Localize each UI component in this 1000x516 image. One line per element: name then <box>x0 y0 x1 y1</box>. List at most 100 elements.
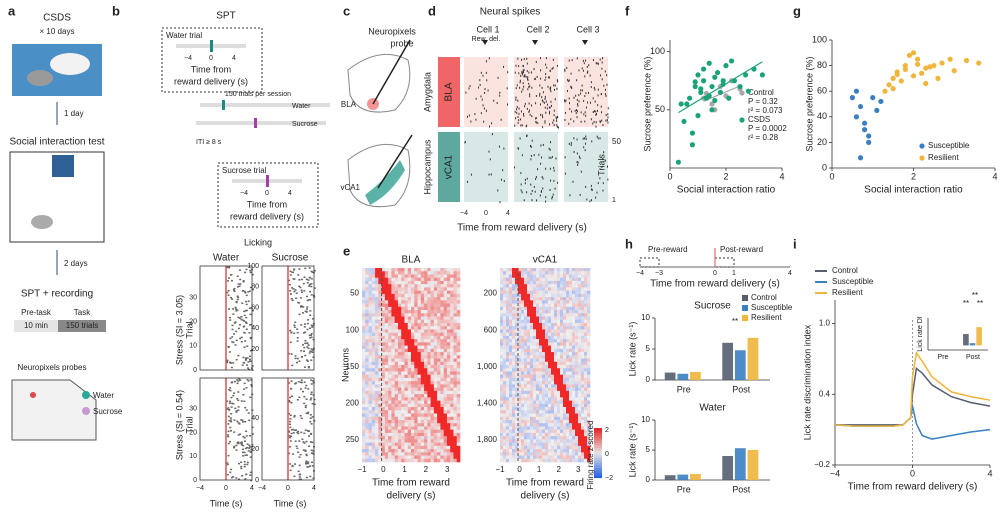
heat-cell <box>372 336 376 340</box>
heat-cell <box>578 397 581 401</box>
heat-cell <box>503 271 506 275</box>
heat-cell <box>521 443 524 447</box>
spike <box>483 121 484 123</box>
heat-cell <box>431 274 435 278</box>
heat-cell <box>362 349 366 353</box>
heat-cell <box>524 281 527 285</box>
point <box>690 142 695 147</box>
spike <box>517 106 518 108</box>
heat-cell <box>542 414 545 418</box>
heat-cell <box>434 300 438 304</box>
heat-cell <box>437 433 441 437</box>
spike <box>485 88 486 90</box>
heat-cell <box>421 355 425 359</box>
point <box>866 133 871 138</box>
heat-cell <box>509 359 512 363</box>
heat-cell <box>375 355 379 359</box>
heat-cell <box>391 407 395 411</box>
heat-cell <box>388 410 392 414</box>
lick-tick <box>302 391 304 393</box>
heat-cell <box>581 342 584 346</box>
spike <box>523 86 524 88</box>
heat-cell <box>560 284 563 288</box>
heat-cell <box>503 417 506 421</box>
heat-cell <box>557 355 560 359</box>
heat-cell <box>418 410 422 414</box>
heat-cell <box>575 329 578 333</box>
spike <box>525 103 526 105</box>
heat-cell <box>503 317 506 321</box>
water-spout <box>82 391 90 399</box>
lick-tick <box>310 334 312 336</box>
y-tick-label: 40 <box>817 111 827 121</box>
heat-cell <box>395 433 399 437</box>
lick-tick <box>299 476 301 478</box>
heat-cell <box>521 456 524 460</box>
label: 0 <box>209 55 213 62</box>
heat-cell <box>411 401 415 405</box>
heat-cell <box>444 287 448 291</box>
lick-tick <box>311 348 313 350</box>
heat-cell <box>395 391 399 395</box>
heat-cell <box>584 333 587 337</box>
heat-cell <box>500 326 503 330</box>
spike <box>558 127 559 129</box>
heat-cell <box>395 323 399 327</box>
heat-cell <box>418 397 422 401</box>
heat-cell <box>563 329 566 333</box>
heat-cell <box>539 320 542 324</box>
heat-cell <box>530 349 533 353</box>
heat-cell <box>506 317 509 321</box>
heat-cell <box>365 375 369 379</box>
heat-cell <box>584 278 587 282</box>
heat-cell <box>554 439 557 443</box>
heat-cell <box>539 339 542 343</box>
heat-cell <box>566 294 569 298</box>
heat-cell <box>560 401 563 405</box>
heat-cell <box>542 410 545 414</box>
reward-mark <box>254 118 257 128</box>
heat-cell <box>395 326 399 330</box>
heat-cell <box>524 394 527 398</box>
heat-cell <box>572 359 575 363</box>
heat-cell <box>424 278 428 282</box>
heat-cell <box>533 274 536 278</box>
heat-cell <box>444 394 448 398</box>
heat-cell <box>388 404 392 408</box>
heat-cell <box>375 378 379 382</box>
heat-cell <box>414 352 418 356</box>
heat-cell <box>581 304 584 308</box>
heat-cell <box>369 317 373 321</box>
heat-cell <box>530 359 533 363</box>
heat-cell <box>542 420 545 424</box>
heat-cell <box>506 323 509 327</box>
spike <box>521 183 522 185</box>
heat-cell <box>427 304 431 308</box>
heat-cell <box>584 359 587 363</box>
heat-cell <box>401 336 405 340</box>
heat-cell <box>575 397 578 401</box>
heat-cell <box>434 278 438 282</box>
heat-cell <box>530 397 533 401</box>
heat-cell <box>444 329 448 333</box>
lick-tick <box>296 446 298 448</box>
lick-tick <box>294 326 296 328</box>
heat-cell <box>404 426 408 430</box>
heat-cell <box>566 430 569 434</box>
heat-cell <box>391 394 395 398</box>
heat-cell <box>548 355 551 359</box>
heat-cell <box>421 317 425 321</box>
heat-cell <box>560 368 563 372</box>
heat-cell <box>503 456 506 460</box>
lick-tick <box>290 436 292 438</box>
heat-cell <box>434 297 438 301</box>
heat-cell <box>418 388 422 392</box>
heat-cell <box>587 268 590 272</box>
heat-cell <box>509 414 512 418</box>
heat-cell <box>447 320 451 324</box>
heat-cell <box>365 439 369 443</box>
point <box>923 81 928 86</box>
heat-cell <box>395 281 399 285</box>
heat-cell <box>450 294 454 298</box>
heat-cell <box>414 423 418 427</box>
